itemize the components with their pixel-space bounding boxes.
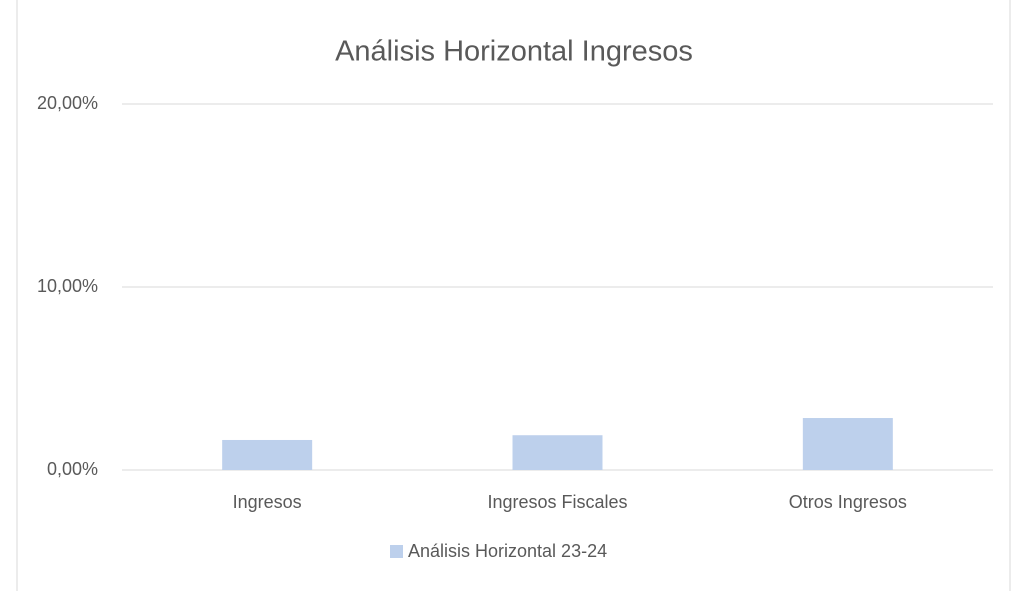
y-tick-label: 10,00% [37,276,98,296]
legend-swatch [390,545,403,558]
y-tick-label: 20,00% [37,93,98,113]
bar [802,418,893,470]
bar [512,435,603,470]
x-tick-label: Ingresos Fiscales [487,492,627,512]
chart-title: Análisis Horizontal Ingresos [335,36,693,68]
y-tick-label: 0,00% [47,459,98,479]
x-tick-label: Otros Ingresos [789,492,907,512]
x-tick-label: Ingresos [233,492,302,512]
chart-border [16,0,1011,591]
legend-label: Análisis Horizontal 23-24 [408,541,607,561]
bar [222,439,313,470]
